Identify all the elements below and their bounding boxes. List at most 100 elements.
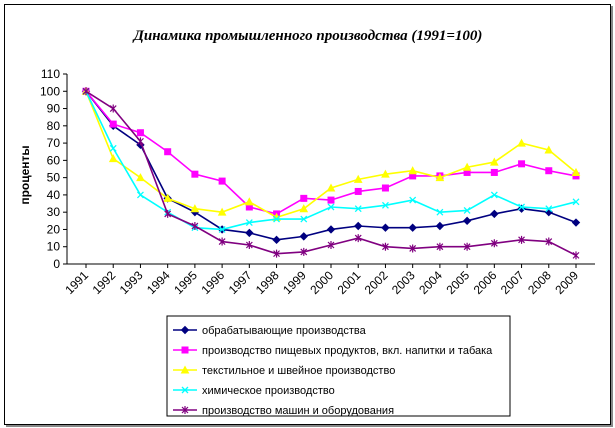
x-tick-label: 2003: [389, 268, 418, 297]
data-point-s1: [544, 207, 553, 217]
data-point-s4: [463, 206, 471, 214]
data-point-s5: [300, 247, 308, 256]
legend-label-4: химическое производство: [202, 385, 335, 397]
data-point-s2: [164, 148, 172, 156]
data-point-s5: [327, 241, 335, 249]
data-point-s3: [517, 138, 526, 147]
plot-area: 0102030405060708090100110199119921993199…: [40, 67, 595, 297]
x-tick-label: 1993: [117, 268, 146, 297]
data-point-s1: [408, 223, 417, 232]
data-point-s5: [436, 242, 444, 251]
y-tick-label: 30: [47, 205, 61, 219]
data-point-s2: [354, 187, 362, 195]
legend-swatch-marker-1: [180, 325, 190, 335]
data-point-s1: [326, 225, 336, 234]
data-point-s5: [137, 137, 144, 146]
data-point-s5: [191, 222, 199, 230]
legend-swatch-marker-3: [180, 365, 190, 374]
x-tick-label: 2002: [362, 268, 391, 297]
data-point-s2: [300, 194, 308, 202]
data-point-s2: [218, 177, 226, 185]
data-point-s4: [354, 205, 362, 213]
data-point-s2: [545, 167, 553, 175]
legend: обрабатывающие производства производство …: [166, 315, 511, 417]
y-tick-label: 10: [47, 240, 61, 254]
legend-label-1: обрабатывающие производства: [202, 325, 367, 337]
data-point-s3: [190, 204, 200, 213]
data-point-s3: [489, 157, 499, 166]
y-tick-label: 0: [53, 257, 60, 271]
y-tick-label: 90: [47, 102, 61, 116]
data-point-s3: [408, 166, 418, 175]
x-tick-label: 2004: [416, 268, 445, 297]
data-point-s2: [381, 184, 389, 192]
data-point-s5: [518, 235, 525, 244]
data-point-s4: [218, 225, 226, 233]
data-point-s5: [273, 249, 280, 258]
y-tick-label: 60: [47, 153, 61, 167]
chart-frame: Динамика промышленного производства (199…: [4, 4, 611, 425]
data-point-s5: [382, 242, 389, 251]
data-point-s3: [381, 169, 390, 178]
data-point-s4: [381, 201, 389, 209]
data-point-s2: [109, 120, 117, 128]
y-tick-label: 100: [40, 84, 60, 98]
data-point-s5: [572, 251, 580, 260]
x-tick-label: 1992: [90, 268, 119, 297]
data-point-s1: [490, 209, 499, 219]
data-point-s4: [409, 196, 417, 204]
data-point-s3: [571, 167, 581, 176]
data-point-s3: [163, 193, 173, 202]
data-point-s2: [327, 196, 335, 204]
data-point-s1: [381, 223, 390, 232]
legend-swatch-marker-4: [181, 386, 189, 394]
data-point-s5: [109, 104, 117, 113]
data-point-s5: [490, 239, 498, 248]
x-tick-label: 1994: [144, 268, 173, 297]
data-point-s5: [545, 237, 553, 246]
data-point-s1: [571, 218, 581, 227]
data-point-s1: [354, 221, 363, 231]
chart-title: Динамика промышленного производства (199…: [132, 28, 483, 44]
data-point-s3: [353, 174, 363, 183]
legend-swatch-marker-5: [181, 406, 189, 414]
data-point-s5: [164, 209, 172, 218]
y-tick-label: 20: [47, 222, 61, 236]
x-tick-label: 2006: [471, 268, 500, 297]
data-point-s4: [300, 215, 308, 223]
data-point-s1: [435, 221, 445, 231]
data-point-s2: [191, 170, 199, 178]
data-point-s2: [490, 168, 498, 176]
x-tick-label: 2008: [525, 268, 554, 297]
x-tick-label: 1999: [280, 268, 309, 297]
data-point-s5: [409, 244, 417, 253]
legend-swatch-marker-2: [181, 346, 189, 354]
data-point-s3: [136, 173, 145, 182]
x-tick-label: 2005: [443, 268, 472, 297]
data-point-s3: [326, 183, 336, 192]
data-point-s3: [217, 207, 227, 216]
data-point-s3: [462, 162, 472, 171]
data-point-s1: [245, 228, 254, 238]
x-tick-label: 2000: [307, 268, 336, 297]
data-point-s3: [544, 145, 554, 154]
data-point-s4: [490, 191, 498, 199]
data-point-s4: [436, 208, 444, 216]
y-tick-label: 110: [41, 67, 60, 81]
x-tick-label: 1997: [226, 268, 255, 297]
x-tick-label: 2007: [498, 268, 527, 297]
data-point-s3: [435, 173, 445, 182]
data-point-s3: [299, 204, 309, 213]
chart-svg: Динамика промышленного производства (199…: [18, 28, 595, 417]
data-point-s4: [245, 219, 253, 227]
data-point-s1: [462, 216, 472, 226]
x-tick-label: 1991: [62, 268, 91, 297]
legend-label-5: производство машин и оборудования: [202, 405, 394, 417]
data-point-s5: [82, 87, 90, 96]
data-point-s3: [108, 154, 118, 163]
x-tick-label: 2009: [552, 268, 581, 297]
data-point-s4: [327, 203, 335, 211]
data-point-s5: [245, 241, 253, 249]
legend-box: [166, 315, 511, 417]
data-point-s4: [136, 191, 144, 199]
